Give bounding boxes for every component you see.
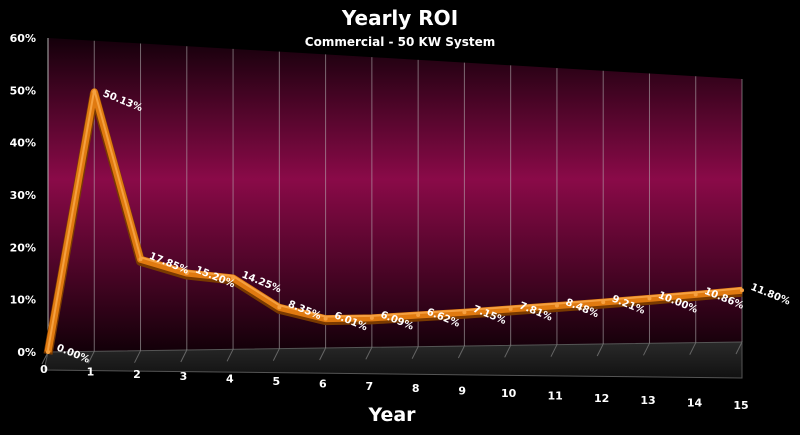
y-tick-label: 60% xyxy=(10,32,36,45)
data-label: 11.80% xyxy=(749,282,792,308)
data-point xyxy=(416,313,421,318)
roi-line-highlight xyxy=(47,88,743,351)
y-tick-label: 10% xyxy=(10,294,36,307)
x-tick-label: 9 xyxy=(458,385,466,398)
roi-series-line xyxy=(44,88,743,353)
floor-gridline xyxy=(226,349,234,362)
y-tick-label: 50% xyxy=(10,84,36,97)
x-tick-label: 14 xyxy=(687,397,703,410)
floor-gridline xyxy=(550,344,558,357)
data-point xyxy=(462,310,467,315)
floor-gridline xyxy=(411,346,419,359)
floor-gridline xyxy=(365,347,373,360)
x-tick-label: 5 xyxy=(273,375,281,388)
x-tick-label: 11 xyxy=(547,389,562,402)
chart-title: Yearly ROI xyxy=(341,6,459,30)
x-tick-label: 10 xyxy=(501,387,517,400)
y-tick-label: 20% xyxy=(10,241,36,254)
x-tick-label: 8 xyxy=(412,382,420,395)
x-tick-label: 12 xyxy=(594,392,609,405)
x-tick-label: 15 xyxy=(733,399,748,412)
data-point xyxy=(508,306,513,311)
floor-gridline xyxy=(41,351,49,365)
data-point xyxy=(369,315,374,320)
floor-gridline xyxy=(319,347,327,361)
x-tick-label: 4 xyxy=(226,373,234,386)
chart-subtitle: Commercial - 50 KW System xyxy=(304,35,496,49)
floor-gridline xyxy=(457,345,465,359)
floor-gridline xyxy=(87,351,95,364)
x-axis-title: Year xyxy=(368,404,416,426)
floor-gridline xyxy=(735,341,743,355)
floor-gridline xyxy=(504,345,512,358)
x-tick-label: 1 xyxy=(87,365,95,378)
floor-gridline xyxy=(596,343,604,357)
y-tick-label: 0% xyxy=(17,346,36,359)
floor-gridline xyxy=(689,342,697,355)
y-tick-label: 30% xyxy=(10,189,36,202)
floor-gridline xyxy=(180,349,188,363)
data-point xyxy=(138,257,143,262)
data-point xyxy=(647,296,652,301)
data-point xyxy=(46,350,50,354)
data-point xyxy=(693,292,698,297)
data-point xyxy=(277,305,282,310)
floor-gridline xyxy=(134,350,141,363)
y-tick-label: 40% xyxy=(10,137,36,150)
x-tick-label: 7 xyxy=(365,380,373,393)
data-point xyxy=(92,89,97,94)
data-point xyxy=(740,288,744,293)
floor-gridline xyxy=(272,348,280,361)
data-point xyxy=(323,316,328,321)
x-tick-label: 2 xyxy=(133,368,141,381)
x-tick-label: 3 xyxy=(180,370,188,383)
x-tick-label: 13 xyxy=(640,394,655,407)
data-point xyxy=(554,303,559,308)
data-point xyxy=(231,275,236,280)
x-tick-label: 0 xyxy=(40,363,48,376)
data-point xyxy=(184,271,189,276)
data-point xyxy=(601,300,606,305)
floor-gridline xyxy=(643,343,650,356)
x-tick-label: 6 xyxy=(319,377,327,390)
